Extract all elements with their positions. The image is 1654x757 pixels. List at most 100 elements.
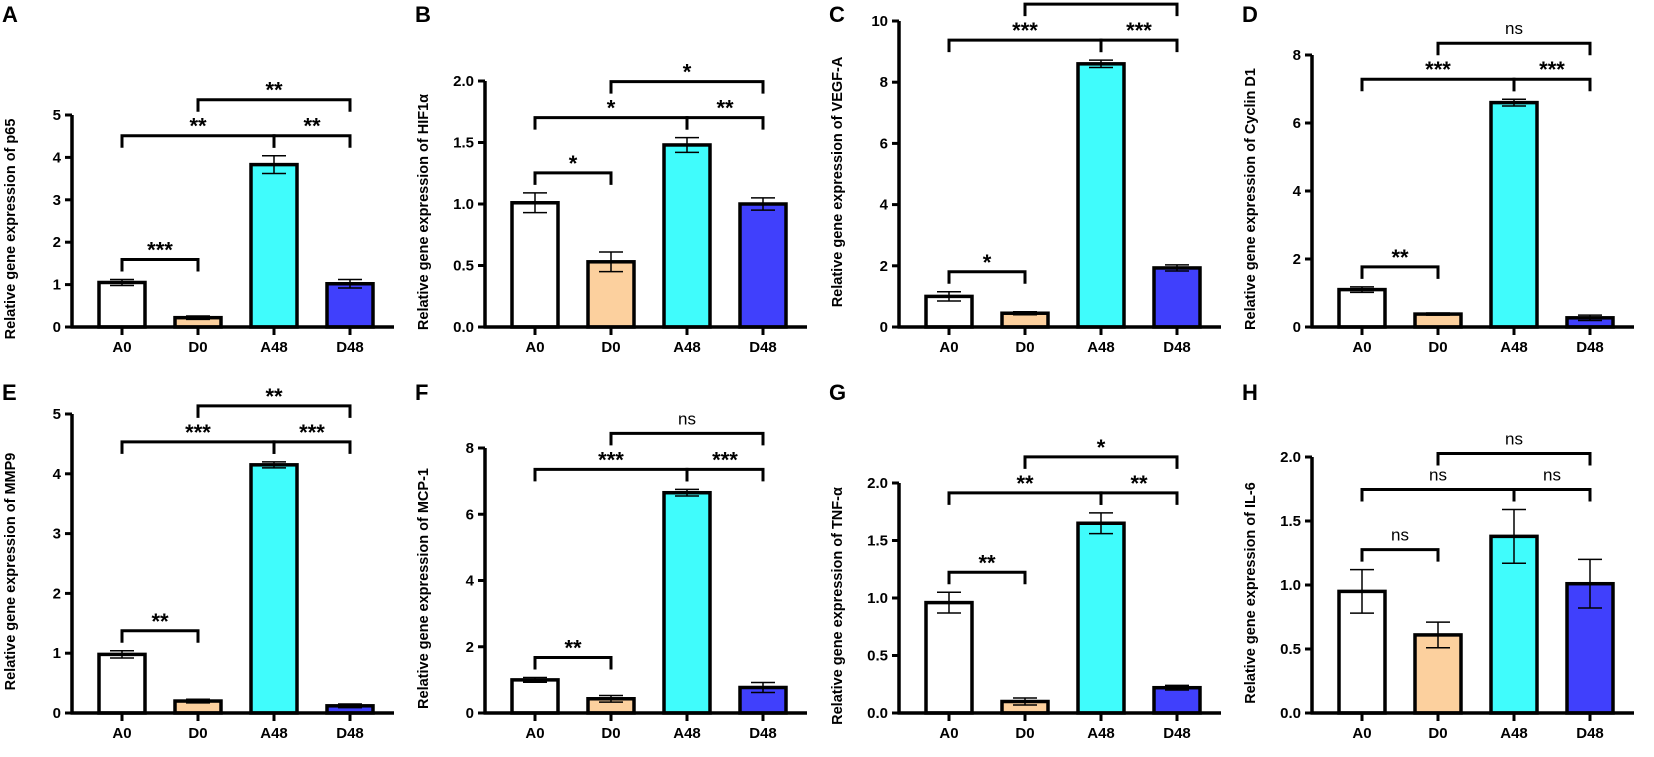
x-tick-label: A0 <box>112 339 131 356</box>
bracket-a48-d48 <box>272 440 352 454</box>
y-axis-label: Relative gene expression of IL-6 <box>1243 482 1259 704</box>
y-tick-label: 8 <box>466 440 474 457</box>
y-tick-label: 8 <box>1293 47 1301 64</box>
significance-label: ** <box>978 550 996 575</box>
significance-label: *** <box>1012 18 1038 43</box>
y-tick-label: 2 <box>1293 251 1301 268</box>
bar-a48 <box>1076 62 1126 329</box>
y-tick-label: 1.5 <box>453 135 474 152</box>
y-tick-label: 4 <box>466 573 475 590</box>
bracket-a48-d48 <box>1099 491 1179 505</box>
y-axis-label: Relative gene expression of p65 <box>3 119 19 340</box>
significance-label: * <box>1097 435 1106 460</box>
y-tick-label: 2.0 <box>1280 449 1301 466</box>
x-tick-label: D0 <box>1428 725 1447 742</box>
bar-a0 <box>510 201 560 329</box>
bar-a0 <box>510 678 560 715</box>
y-tick-label: 2.0 <box>867 475 888 492</box>
bracket-a48-d48 <box>1512 487 1592 502</box>
panel-d: D Relative gene expression of Cyclin D1 0 2… <box>1242 2 1634 356</box>
panel-letter: F <box>415 380 428 405</box>
significance-label: * <box>607 96 616 121</box>
y-tick-label: 1.5 <box>867 533 888 550</box>
x-tick-label: A0 <box>939 339 958 356</box>
significance-label: ** <box>151 609 169 634</box>
x-tick-label: D48 <box>336 725 364 742</box>
significance-label: *** <box>1126 18 1152 43</box>
significance-label: ** <box>303 114 321 139</box>
x-tick-label: A48 <box>1087 339 1115 356</box>
bracket-d0-d48 <box>1023 2 1179 17</box>
x-tick-label: D48 <box>749 339 777 356</box>
y-tick-label: 2 <box>53 234 61 251</box>
significance-label: ** <box>265 384 283 409</box>
panel-letter: A <box>2 2 18 27</box>
y-tick-label: 8 <box>880 74 888 91</box>
x-tick-label: A0 <box>939 725 958 742</box>
significance-label: *** <box>598 447 624 472</box>
y-tick-label: 1.0 <box>1280 577 1301 594</box>
y-tick-label: 0 <box>1293 319 1301 336</box>
y-tick-label: 6 <box>1293 115 1301 132</box>
bracket-a0-d0 <box>1360 548 1440 562</box>
bar-a48 <box>662 490 712 715</box>
x-tick-label: D48 <box>749 725 777 742</box>
y-tick-label: 1 <box>53 645 61 662</box>
y-tick-label: 2.0 <box>453 73 474 90</box>
significance-label: ** <box>1092 0 1110 7</box>
y-tick-label: 5 <box>53 406 61 423</box>
bar-a0 <box>1337 287 1387 329</box>
x-tick-label: A48 <box>1500 725 1528 742</box>
significance-label: ** <box>265 78 283 103</box>
significance-label: *** <box>1539 57 1565 82</box>
x-tick-label: A48 <box>260 725 288 742</box>
significance-label: ** <box>1016 471 1034 496</box>
x-tick-label: A48 <box>1500 339 1528 356</box>
panel-letter: D <box>1242 2 1258 27</box>
bracket-a48-d48 <box>685 116 765 130</box>
bar-a48 <box>249 162 299 329</box>
y-tick-label: 4 <box>1293 183 1302 200</box>
y-tick-label: 2 <box>466 639 474 656</box>
bar-d0 <box>586 260 636 329</box>
bar-a0 <box>97 280 147 329</box>
y-tick-label: 0 <box>53 319 61 336</box>
significance-label: * <box>683 60 692 85</box>
x-tick-label: D0 <box>601 725 620 742</box>
y-axis-label: Relative gene expression of TNF-α <box>830 487 846 725</box>
y-tick-label: 0 <box>466 705 474 722</box>
bracket-a48-d48 <box>272 134 352 148</box>
panel-letter: C <box>829 2 845 27</box>
bar-a0 <box>924 600 974 715</box>
panel-h: H Relative gene expression of IL-6 0.0 0.5 1… <box>1242 380 1634 742</box>
bracket-d0-d48 <box>1436 41 1592 56</box>
y-tick-label: 4 <box>53 466 62 483</box>
y-axis-label: Relative gene expression of VEGF-A <box>830 56 846 307</box>
y-tick-label: 1.0 <box>453 196 474 213</box>
bracket-a0-d0 <box>120 629 200 643</box>
bracket-a0-d0 <box>533 656 613 670</box>
panel-letter: G <box>829 380 846 405</box>
y-tick-label: 5 <box>53 107 61 124</box>
significance-label: ** <box>564 636 582 661</box>
bar-d48 <box>325 282 375 329</box>
panel-b: B Relative gene expression of HIF1α 0.0 0.5… <box>415 2 807 356</box>
y-tick-label: 1 <box>53 277 61 294</box>
x-tick-label: A48 <box>260 339 288 356</box>
x-tick-label: D0 <box>601 339 620 356</box>
panel-g: G Relative gene expression of TNF-α 0.0 0.5… <box>829 380 1221 742</box>
bar-d48 <box>1152 685 1202 715</box>
panel-f: F Relative gene expression of MCP-1 0 2 4 6 8 A… <box>415 380 807 742</box>
bracket-d0-d48 <box>196 98 352 112</box>
bar-a48 <box>662 143 712 329</box>
significance-label: *** <box>185 420 211 445</box>
panel-letter: E <box>2 380 17 405</box>
x-tick-label: D0 <box>188 725 207 742</box>
y-tick-label: 3 <box>53 526 61 543</box>
y-tick-label: 0 <box>880 319 888 336</box>
x-tick-label: D0 <box>1015 725 1034 742</box>
x-tick-label: D48 <box>1163 725 1191 742</box>
y-tick-label: 1.5 <box>1280 513 1301 530</box>
x-tick-label: D48 <box>1576 725 1604 742</box>
